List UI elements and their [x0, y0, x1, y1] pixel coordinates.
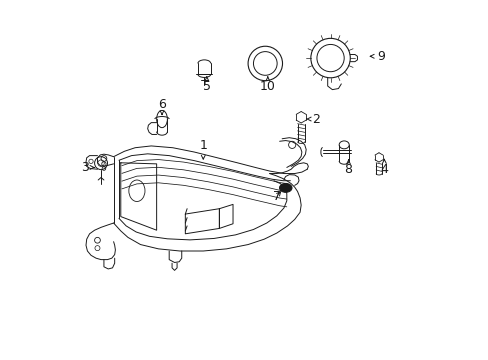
- Text: 6: 6: [158, 98, 165, 114]
- Text: 5: 5: [203, 77, 210, 93]
- Text: 8: 8: [344, 160, 352, 176]
- Text: 9: 9: [369, 50, 384, 63]
- Text: 3: 3: [81, 161, 94, 174]
- Text: 1: 1: [199, 139, 207, 159]
- Text: 2: 2: [306, 113, 320, 126]
- Text: 7: 7: [272, 190, 280, 203]
- Text: 4: 4: [380, 159, 387, 176]
- Text: 10: 10: [259, 77, 275, 93]
- Ellipse shape: [279, 183, 291, 192]
